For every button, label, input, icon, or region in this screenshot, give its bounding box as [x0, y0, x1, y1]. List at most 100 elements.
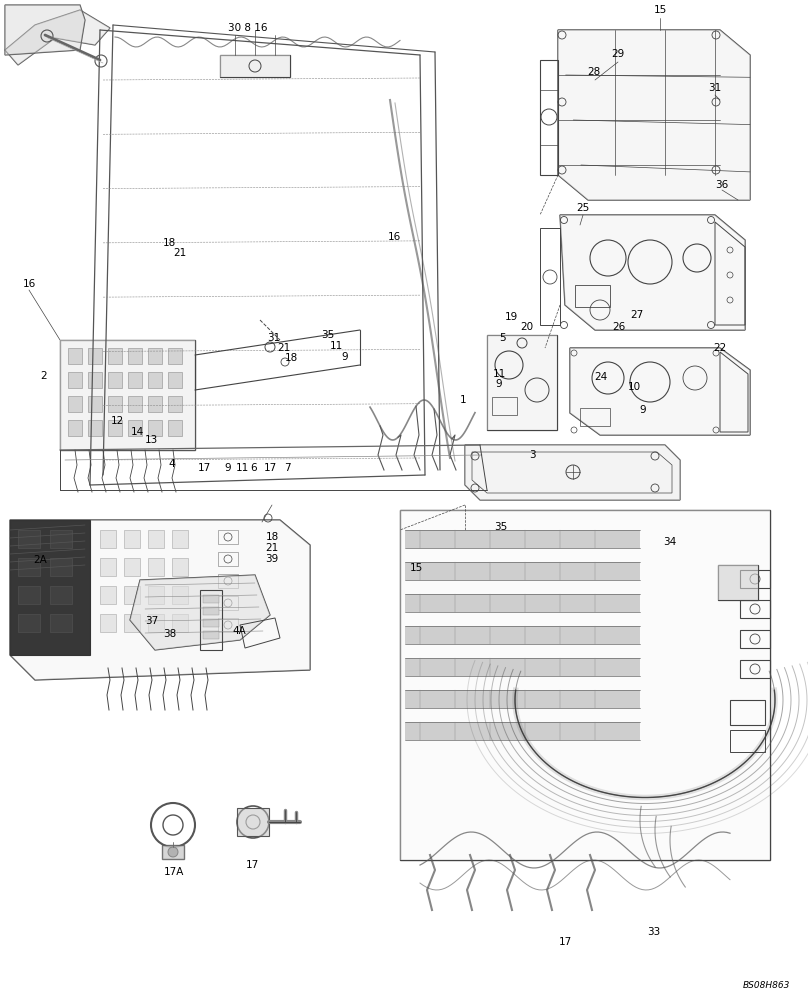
Text: 18: 18 [162, 238, 175, 248]
Text: 17: 17 [558, 937, 571, 947]
Bar [128, 420, 142, 436]
Bar [220, 55, 290, 77]
Bar [203, 631, 219, 639]
Bar [124, 558, 140, 576]
Text: 21: 21 [277, 343, 291, 353]
Bar [50, 530, 72, 548]
Bar [124, 530, 140, 548]
Text: 24: 24 [595, 372, 608, 382]
Bar [100, 586, 116, 604]
Polygon shape [718, 565, 758, 600]
Bar [88, 396, 102, 412]
Bar [172, 586, 188, 604]
Text: 26: 26 [612, 322, 625, 332]
Bar [50, 558, 72, 576]
Text: 6: 6 [250, 463, 257, 473]
Bar [148, 372, 162, 388]
Bar [203, 595, 219, 603]
Text: 18: 18 [284, 353, 297, 363]
Bar [172, 614, 188, 632]
Text: 17A: 17A [164, 867, 184, 877]
Bar [162, 845, 184, 859]
Text: 21: 21 [265, 543, 279, 553]
Bar [100, 558, 116, 576]
Text: 16: 16 [387, 232, 401, 242]
Text: 2A: 2A [33, 555, 47, 565]
Bar [492, 397, 517, 415]
Text: 9: 9 [342, 352, 348, 362]
Text: 30 8 16: 30 8 16 [228, 23, 267, 33]
Bar [740, 600, 770, 618]
Bar [128, 348, 142, 364]
Text: 4: 4 [169, 459, 175, 469]
Bar [148, 348, 162, 364]
Polygon shape [405, 690, 640, 708]
Bar [218, 530, 238, 544]
Text: 1: 1 [460, 395, 466, 405]
Text: 17: 17 [246, 860, 259, 870]
Bar [148, 586, 164, 604]
Text: 31: 31 [709, 83, 722, 93]
Bar [148, 558, 164, 576]
Text: 9: 9 [640, 405, 646, 415]
Bar [68, 420, 82, 436]
Bar [88, 372, 102, 388]
Polygon shape [558, 30, 750, 200]
Text: 28: 28 [587, 67, 600, 77]
Bar [168, 372, 182, 388]
Text: 9: 9 [225, 463, 231, 473]
Text: 33: 33 [647, 927, 661, 937]
Text: 17: 17 [263, 463, 276, 473]
Bar [108, 396, 122, 412]
Text: 36: 36 [715, 180, 729, 190]
Bar [100, 530, 116, 548]
Text: 4A: 4A [232, 626, 246, 636]
Bar [100, 614, 116, 632]
Bar [108, 420, 122, 436]
Bar [218, 574, 238, 588]
Polygon shape [405, 658, 640, 676]
Bar [68, 372, 82, 388]
Bar [68, 396, 82, 412]
Text: 16: 16 [23, 279, 36, 289]
Bar [18, 614, 40, 632]
Bar [108, 372, 122, 388]
Text: 11: 11 [235, 463, 249, 473]
Bar [148, 396, 162, 412]
Text: 19: 19 [504, 312, 518, 322]
Text: 29: 29 [612, 49, 625, 59]
Polygon shape [405, 562, 640, 580]
Bar [730, 700, 765, 725]
Text: 3: 3 [528, 450, 536, 460]
Polygon shape [405, 722, 640, 740]
Bar [172, 558, 188, 576]
Bar [400, 510, 770, 860]
Text: 35: 35 [494, 522, 507, 532]
Bar [148, 420, 162, 436]
Bar [218, 552, 238, 566]
Text: 38: 38 [163, 629, 177, 639]
Polygon shape [237, 808, 269, 836]
Bar [60, 340, 195, 450]
Bar [575, 285, 610, 307]
Bar [50, 614, 72, 632]
Bar [740, 570, 770, 588]
Bar [168, 396, 182, 412]
Text: BS08H863: BS08H863 [743, 981, 790, 990]
Polygon shape [570, 348, 750, 435]
Polygon shape [487, 335, 557, 430]
Text: 21: 21 [174, 248, 187, 258]
Text: 9: 9 [495, 379, 503, 389]
Bar [218, 618, 238, 632]
Polygon shape [10, 520, 310, 680]
Bar [124, 586, 140, 604]
Bar [172, 530, 188, 548]
Polygon shape [130, 575, 270, 650]
Bar [730, 730, 765, 752]
Text: 18: 18 [265, 532, 279, 542]
Text: 15: 15 [410, 563, 423, 573]
Text: 5: 5 [499, 333, 505, 343]
Polygon shape [5, 5, 85, 55]
Bar [124, 614, 140, 632]
Bar [218, 596, 238, 610]
